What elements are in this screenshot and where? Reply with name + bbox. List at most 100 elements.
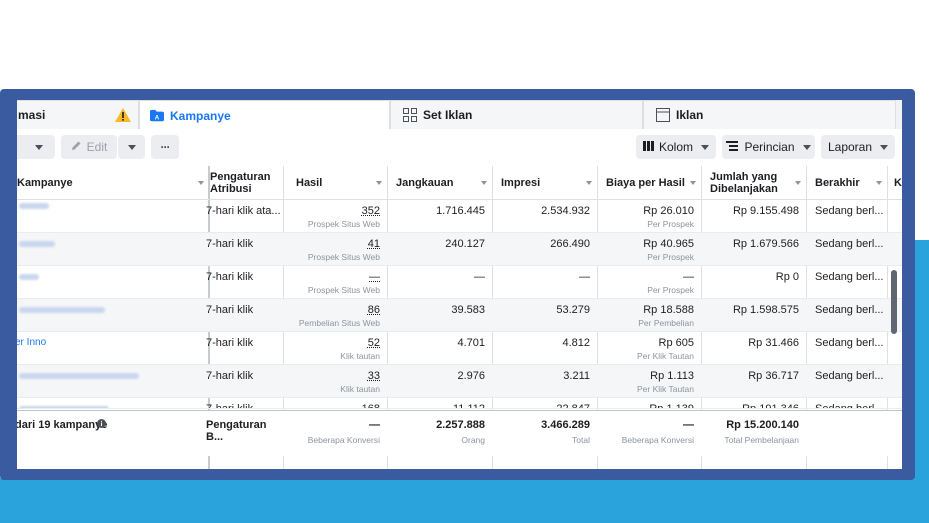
impressions-value: 53.279 <box>556 304 590 316</box>
table-row[interactable]: 7-hari klik — Prospek Situs Web — — — Per Pros… <box>17 266 902 299</box>
results-value[interactable]: 41 <box>367 238 380 250</box>
attribution-cell: 7-hari klik <box>206 233 284 265</box>
table-row[interactable]: er Inno 7-hari klik 52 Klik tautan 4.701 4.81… <box>17 332 902 365</box>
ends-value: Sedang berl... <box>815 337 884 349</box>
ends-cell: Sedang berl... <box>807 365 888 397</box>
ends-value: Sedang berl... <box>815 304 884 316</box>
campaign-name-cell[interactable]: er Inno <box>17 332 210 364</box>
results-value[interactable]: 86 <box>367 304 380 316</box>
table-row[interactable]: 7-hari klik 168 11.112 22.847 Rp 1.139 Rp 191… <box>17 398 902 409</box>
header-results[interactable]: Hasil <box>284 166 388 200</box>
cpr-value: Rp 26.010 <box>643 205 694 217</box>
header-next[interactable]: K <box>888 166 902 200</box>
impressions-value: — <box>579 271 590 283</box>
reach-value: 2.976 <box>457 370 485 382</box>
attribution-value: 7-hari klik <box>206 370 254 382</box>
impressions-value: 22.847 <box>556 403 590 409</box>
campaign-name-cell[interactable] <box>17 365 210 397</box>
results-subtext: Klik tautan <box>340 351 380 361</box>
more-icon: ··· <box>160 140 171 154</box>
vertical-scrollbar[interactable] <box>891 270 897 334</box>
cpr-cell: Rp 18.588 Per Pembelian <box>598 299 702 331</box>
campaign-name-cell[interactable] <box>17 299 210 331</box>
results-value[interactable]: 52 <box>367 337 380 349</box>
attribution-value: 7-hari klik <box>206 337 254 349</box>
ends-cell: Sedang berl... <box>807 299 888 331</box>
tab-campaigns[interactable]: A Kampanye <box>139 100 390 130</box>
totals-label-cell: dari 19 kampanye <box>17 411 210 457</box>
breakdown-icon <box>726 140 739 154</box>
campaign-name[interactable]: er Inno <box>17 337 47 348</box>
reach-cell: 4.701 <box>388 332 493 364</box>
results-value[interactable]: 352 <box>361 205 380 217</box>
campaign-name-cell[interactable] <box>17 266 210 298</box>
reach-value: 4.701 <box>457 337 485 349</box>
results-value[interactable]: — <box>369 271 380 283</box>
cpr-value: Rp 18.588 <box>643 304 694 316</box>
tab-ads[interactable]: Iklan <box>643 100 896 129</box>
tab-automation[interactable]: masi <box>17 100 139 129</box>
ends-cell: Sedang berl... <box>807 332 888 364</box>
cpr-cell: Rp 605 Per Klik Tautan <box>598 332 702 364</box>
attribution-value: 7-hari klik <box>206 238 254 250</box>
edit-button[interactable]: Edit <box>61 135 117 159</box>
reports-label: Laporan <box>827 140 873 154</box>
redacted-name <box>19 274 39 280</box>
cpr-subtext: Per Klik Tautan <box>636 384 694 394</box>
more-options-button[interactable]: ··· <box>151 135 179 159</box>
header-attribution[interactable]: Pengaturan Atribusi <box>210 166 284 200</box>
spent-value: Rp 36.717 <box>748 370 799 382</box>
header-cost-per-result[interactable]: Biaya per Hasil <box>598 166 702 200</box>
results-value[interactable]: 33 <box>367 370 380 382</box>
table-row[interactable]: 7-hari klik 41 Prospek Situs Web 240.127 266… <box>17 233 902 266</box>
spent-value: Rp 191.346 <box>742 403 799 409</box>
campaign-name-cell[interactable] <box>17 233 210 265</box>
cpr-cell: Rp 1.139 <box>598 398 702 408</box>
edit-dropdown-button[interactable] <box>118 135 145 159</box>
toolbar: Edit ··· Kolom Perincian Laporan <box>17 129 902 167</box>
header-label: Jumlah yang Dibelanjakan <box>710 170 778 195</box>
results-cell: — Prospek Situs Web <box>284 266 388 298</box>
reach-value: — <box>474 271 485 283</box>
campaign-name-cell[interactable] <box>17 398 210 408</box>
results-value[interactable]: 168 <box>361 403 380 409</box>
spent-cell: Rp 9.155.498 <box>702 200 807 232</box>
columns-button[interactable]: Kolom <box>636 135 716 159</box>
chevron-down-icon <box>802 144 811 150</box>
ends-value: Sedang berl... <box>815 403 884 409</box>
sort-icon <box>876 181 882 185</box>
table-row[interactable]: 7-hari klik ata... 352 Prospek Situs Web 1.… <box>17 200 902 233</box>
header-amount-spent[interactable]: Jumlah yang Dibelanjakan <box>702 166 807 200</box>
impressions-value: 2.534.932 <box>541 205 590 217</box>
tab-ad-sets[interactable]: Set Iklan <box>390 100 643 129</box>
header-ends[interactable]: Berakhir <box>807 166 888 200</box>
header-reach[interactable]: Jangkauan <box>388 166 493 200</box>
totals-reach: 2.257.888 Orang <box>388 411 493 457</box>
chevron-down-icon <box>701 144 709 150</box>
ends-cell: Sedang berl... <box>807 266 888 298</box>
tab-label: Kampanye <box>170 108 231 123</box>
reports-button[interactable]: Laporan <box>821 135 895 159</box>
redacted-name <box>19 307 105 313</box>
campaign-table: Kampanye Pengaturan Atribusi Hasil Jangk… <box>17 166 902 469</box>
create-dropdown-button[interactable] <box>17 135 55 159</box>
table-row[interactable]: 7-hari klik 33 Klik tautan 2.976 3.211 Rp 1.1… <box>17 365 902 398</box>
header-label: Hasil <box>296 176 323 189</box>
tab-label: masi <box>18 108 46 122</box>
header-campaign[interactable]: Kampanye <box>17 166 210 200</box>
folder-icon: A <box>150 109 164 123</box>
results-cell: 41 Prospek Situs Web <box>284 233 388 265</box>
totals-impressions-value: 3.466.289 <box>541 419 590 431</box>
tab-label: Iklan <box>676 108 704 122</box>
results-cell: 52 Klik tautan <box>284 332 388 364</box>
table-row[interactable]: 7-hari klik 86 Pembelian Situs Web 39.583 53… <box>17 299 902 332</box>
breakdown-button[interactable]: Perincian <box>722 135 815 159</box>
header-impressions[interactable]: Impresi <box>493 166 598 200</box>
ads-manager-screen: masi A Kampanye Set Iklan Iklan <box>17 100 902 469</box>
redacted-name <box>19 373 139 379</box>
reach-value: 240.127 <box>445 238 485 250</box>
ad-icon <box>656 108 670 122</box>
campaign-name-cell[interactable] <box>17 200 210 232</box>
ends-value: Sedang berl... <box>815 238 884 250</box>
edit-label: Edit <box>86 140 108 154</box>
